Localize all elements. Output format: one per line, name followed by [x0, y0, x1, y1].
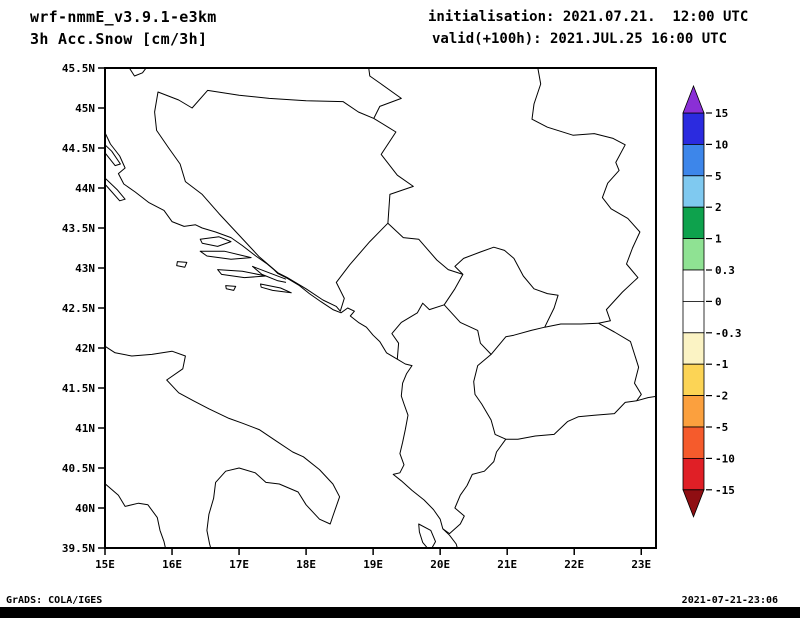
border-croatia-serbia [368, 68, 402, 119]
bottom-black-bar [0, 607, 800, 618]
colorbar-cell [682, 426, 705, 459]
colorbar-cell [682, 206, 705, 239]
x-axis-tick-label: 16E [162, 558, 182, 571]
border-kosovo [443, 246, 559, 355]
y-axis-tick-label: 42.5N [62, 302, 95, 315]
colorbar-tick-label: 1 [715, 233, 722, 246]
border-slovenia-croatia [128, 68, 147, 77]
colorbar-tick-label: -5 [715, 421, 728, 434]
grads-credit: GrADS: COLA/IGES [6, 595, 103, 606]
island-korcula [217, 269, 267, 279]
coastline-italy-adriatic [105, 345, 341, 548]
y-axis-tick-label: 42N [75, 342, 95, 355]
y-axis-tick-label: 43.5N [62, 222, 95, 235]
x-axis-tick-label: 19E [363, 558, 383, 571]
y-axis-tick-label: 45N [75, 102, 95, 115]
colorbar-arrow-up [682, 84, 705, 114]
x-axis-tick-label: 17E [229, 558, 249, 571]
border-serbia-romania-bulgaria [531, 68, 641, 324]
init-time-label: initialisation: 2021.07.21. 12:00 UTC [428, 9, 749, 25]
x-axis-tick-label: 23E [631, 558, 651, 571]
colorbar-cell [682, 175, 705, 208]
y-axis-tick-label: 45.5N [62, 62, 95, 75]
x-axis-tick-label: 22E [564, 558, 584, 571]
island-vis [176, 261, 188, 268]
colorbar-cell [682, 363, 705, 397]
island-lastovo [225, 285, 237, 291]
field-title: 3h Acc.Snow [cm/3h] [30, 30, 208, 48]
colorbar-cell [682, 112, 705, 145]
coastline-adriatic-east [105, 131, 458, 548]
colorbar-tick-label: 15 [715, 107, 728, 120]
colorbar-tick-label: 0 [715, 295, 722, 308]
island-corfu [418, 523, 436, 548]
island-hvar [199, 250, 252, 260]
y-axis-tick-label: 41.5N [62, 382, 95, 395]
border-serbia-montenegro [387, 222, 464, 275]
colorbar-cell [682, 457, 705, 491]
y-axis-tick-label: 44N [75, 182, 95, 195]
colorbar-arrow-down [682, 489, 705, 518]
peljesac-peninsula [252, 265, 287, 283]
border-albania-montenegro [391, 302, 445, 360]
creation-timestamp: 2021-07-21-23:06 [681, 595, 778, 606]
colorbar-tick-label: -10 [715, 452, 735, 465]
colorbar-cell [682, 300, 705, 334]
y-axis-tick-label: 39.5N [62, 542, 95, 555]
colorbar-tick-label: 2 [715, 201, 722, 214]
border-macedonia [473, 322, 642, 440]
colorbar-cell [682, 238, 705, 271]
colorbar-tick-label: -2 [715, 390, 728, 403]
border-albania-greece [442, 438, 507, 535]
colorbar-tick-label: 10 [715, 138, 728, 151]
island-rab [82, 122, 97, 135]
colorbar-cell [682, 395, 705, 428]
colorbar-tick-label: -15 [715, 484, 735, 497]
y-axis-tick-label: 44.5N [62, 142, 95, 155]
map-frame [104, 67, 657, 549]
island-dugi-otok [105, 177, 126, 202]
island-pag [105, 144, 121, 167]
colorbar-tick-label: 0.3 [715, 264, 735, 277]
island-mljet [260, 283, 292, 294]
border-bosnia [154, 89, 414, 312]
y-axis-tick-label: 40N [75, 502, 95, 515]
x-axis-tick-label: 18E [296, 558, 316, 571]
y-axis-tick-label: 41N [75, 422, 95, 435]
x-axis-tick-label: 21E [497, 558, 517, 571]
colorbar-cell [682, 269, 705, 302]
colorbar-cell [682, 332, 705, 365]
valid-time-label: valid(+100h): 2021.JUL.25 16:00 UTC [432, 31, 728, 47]
island-brac [199, 236, 232, 247]
x-axis-tick-label: 15E [95, 558, 115, 571]
colorbar-cell [682, 143, 705, 177]
border-serbia-macedonia [544, 322, 599, 328]
map-outlines-group [82, 68, 656, 548]
colorbar-tick-label: -1 [715, 358, 729, 371]
model-title: wrf-nmmE_v3.9.1-e3km [30, 8, 217, 26]
y-axis-tick-label: 43N [75, 262, 95, 275]
y-axis-tick-label: 40.5N [62, 462, 95, 475]
coastline-italy-tyrrhenian [105, 483, 166, 548]
colorbar-tick-label: 5 [715, 170, 722, 183]
x-axis-tick-label: 20E [430, 558, 450, 571]
colorbar-tick-label: -0.3 [715, 327, 742, 340]
